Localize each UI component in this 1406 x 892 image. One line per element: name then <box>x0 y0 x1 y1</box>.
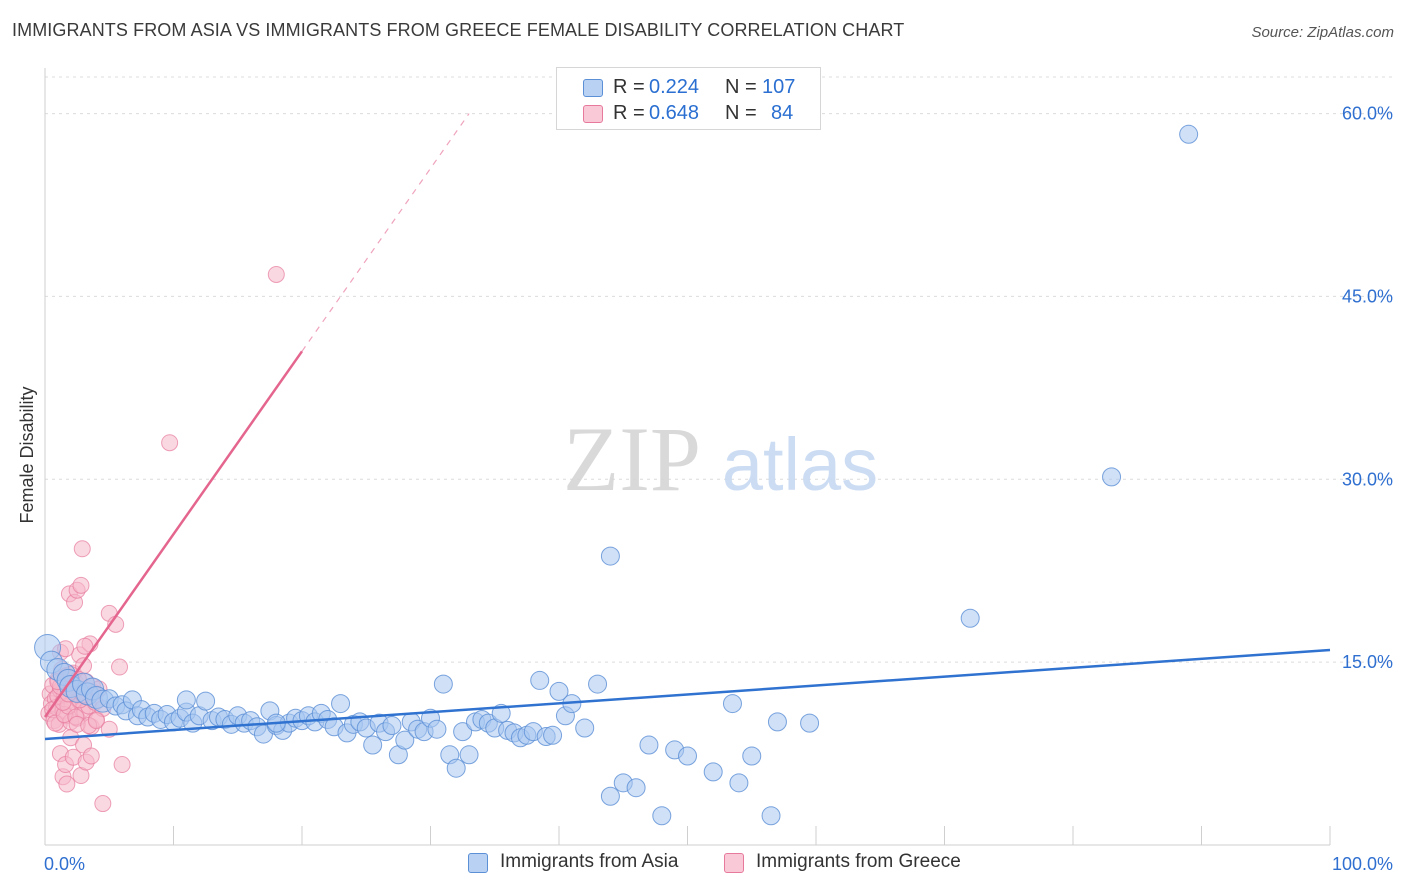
legend-label-asia: Immigrants from Asia <box>500 851 679 872</box>
point-asia <box>729 773 749 793</box>
chart-title: IMMIGRANTS FROM ASIA VS IMMIGRANTS FROM … <box>12 20 905 40</box>
point-asia <box>549 681 569 701</box>
point-greece <box>111 658 129 676</box>
point-asia <box>639 735 659 755</box>
point-asia <box>543 725 563 745</box>
point-greece <box>267 265 285 283</box>
point-asia <box>600 546 620 566</box>
legend-swatch-asia <box>468 853 488 873</box>
trend-extension-greece <box>301 113 470 352</box>
point-asia <box>722 694 742 714</box>
point-asia <box>626 778 646 798</box>
point-asia <box>600 786 620 806</box>
point-asia <box>363 735 383 755</box>
point-asia <box>678 746 697 766</box>
point-asia <box>382 716 402 736</box>
watermark-zip: ZIP <box>563 408 701 510</box>
point-asia <box>453 722 473 742</box>
legend-swatch-greece <box>724 853 744 873</box>
legend-n-label: N = <box>725 76 757 98</box>
legend-r-label: R = <box>613 102 645 124</box>
legend-n-value: 107 <box>762 76 796 98</box>
point-asia <box>588 674 608 694</box>
point-asia <box>433 674 453 694</box>
point-asia <box>767 712 787 732</box>
x-tick-label: 0.0% <box>44 854 85 874</box>
y-axis-label: Female Disability <box>17 386 37 523</box>
point-greece <box>161 434 179 452</box>
y-tick-label: 30.0% <box>1342 469 1393 489</box>
point-asia <box>960 608 980 628</box>
point-asia <box>530 670 550 690</box>
chart-source: Source: ZipAtlas.com <box>1251 24 1394 41</box>
legend-swatch-greece <box>583 105 603 123</box>
point-greece <box>72 576 90 594</box>
point-asia <box>703 762 723 782</box>
point-greece <box>76 637 94 655</box>
point-greece <box>113 756 131 774</box>
grid-layer <box>45 76 1392 663</box>
legend-n-value: 84 <box>771 102 794 124</box>
point-asia <box>459 745 479 765</box>
point-asia <box>652 806 672 826</box>
trend-lines <box>43 113 1331 741</box>
legend-r-value: 0.224 <box>649 76 700 98</box>
legend-swatch-asia <box>583 79 603 97</box>
stats-legend: R = 0.224 N = 107 R = 0.648 N = 84 <box>556 67 821 130</box>
point-asia <box>446 758 466 778</box>
legend-r-label: R = <box>613 76 645 98</box>
point-greece <box>58 775 76 793</box>
point-asia <box>1179 124 1199 144</box>
point-asia <box>1102 467 1122 487</box>
point-asia <box>575 718 595 738</box>
y-tick-label: 60.0% <box>1342 104 1393 124</box>
point-greece <box>87 712 105 730</box>
y-tick-label: 15.0% <box>1342 652 1393 672</box>
legend-label-greece: Immigrants from Greece <box>756 851 961 872</box>
point-asia <box>761 806 781 826</box>
trend-line-greece <box>43 350 304 718</box>
legend-r-value: 0.648 <box>649 102 700 124</box>
point-asia <box>427 719 447 739</box>
point-greece <box>94 795 112 813</box>
watermark: ZIP atlas <box>563 408 878 510</box>
point-asia <box>331 694 351 714</box>
point-asia <box>395 730 415 750</box>
point-asia <box>742 746 762 766</box>
point-asia <box>176 690 196 710</box>
tick-labels: 15.0% 30.0% 45.0% 60.0% 0.0% 100.0% <box>44 104 1393 874</box>
y-tick-label: 45.0% <box>1342 286 1393 306</box>
point-greece <box>82 747 100 765</box>
legend-n-label: N = <box>725 102 757 124</box>
point-greece <box>73 540 91 558</box>
trend-line-asia <box>44 648 1331 741</box>
x-tick-label: 100.0% <box>1332 854 1393 874</box>
series-asia-points <box>34 124 1199 826</box>
watermark-atlas: atlas <box>722 423 878 506</box>
point-asia <box>196 691 216 711</box>
point-asia <box>800 713 820 733</box>
